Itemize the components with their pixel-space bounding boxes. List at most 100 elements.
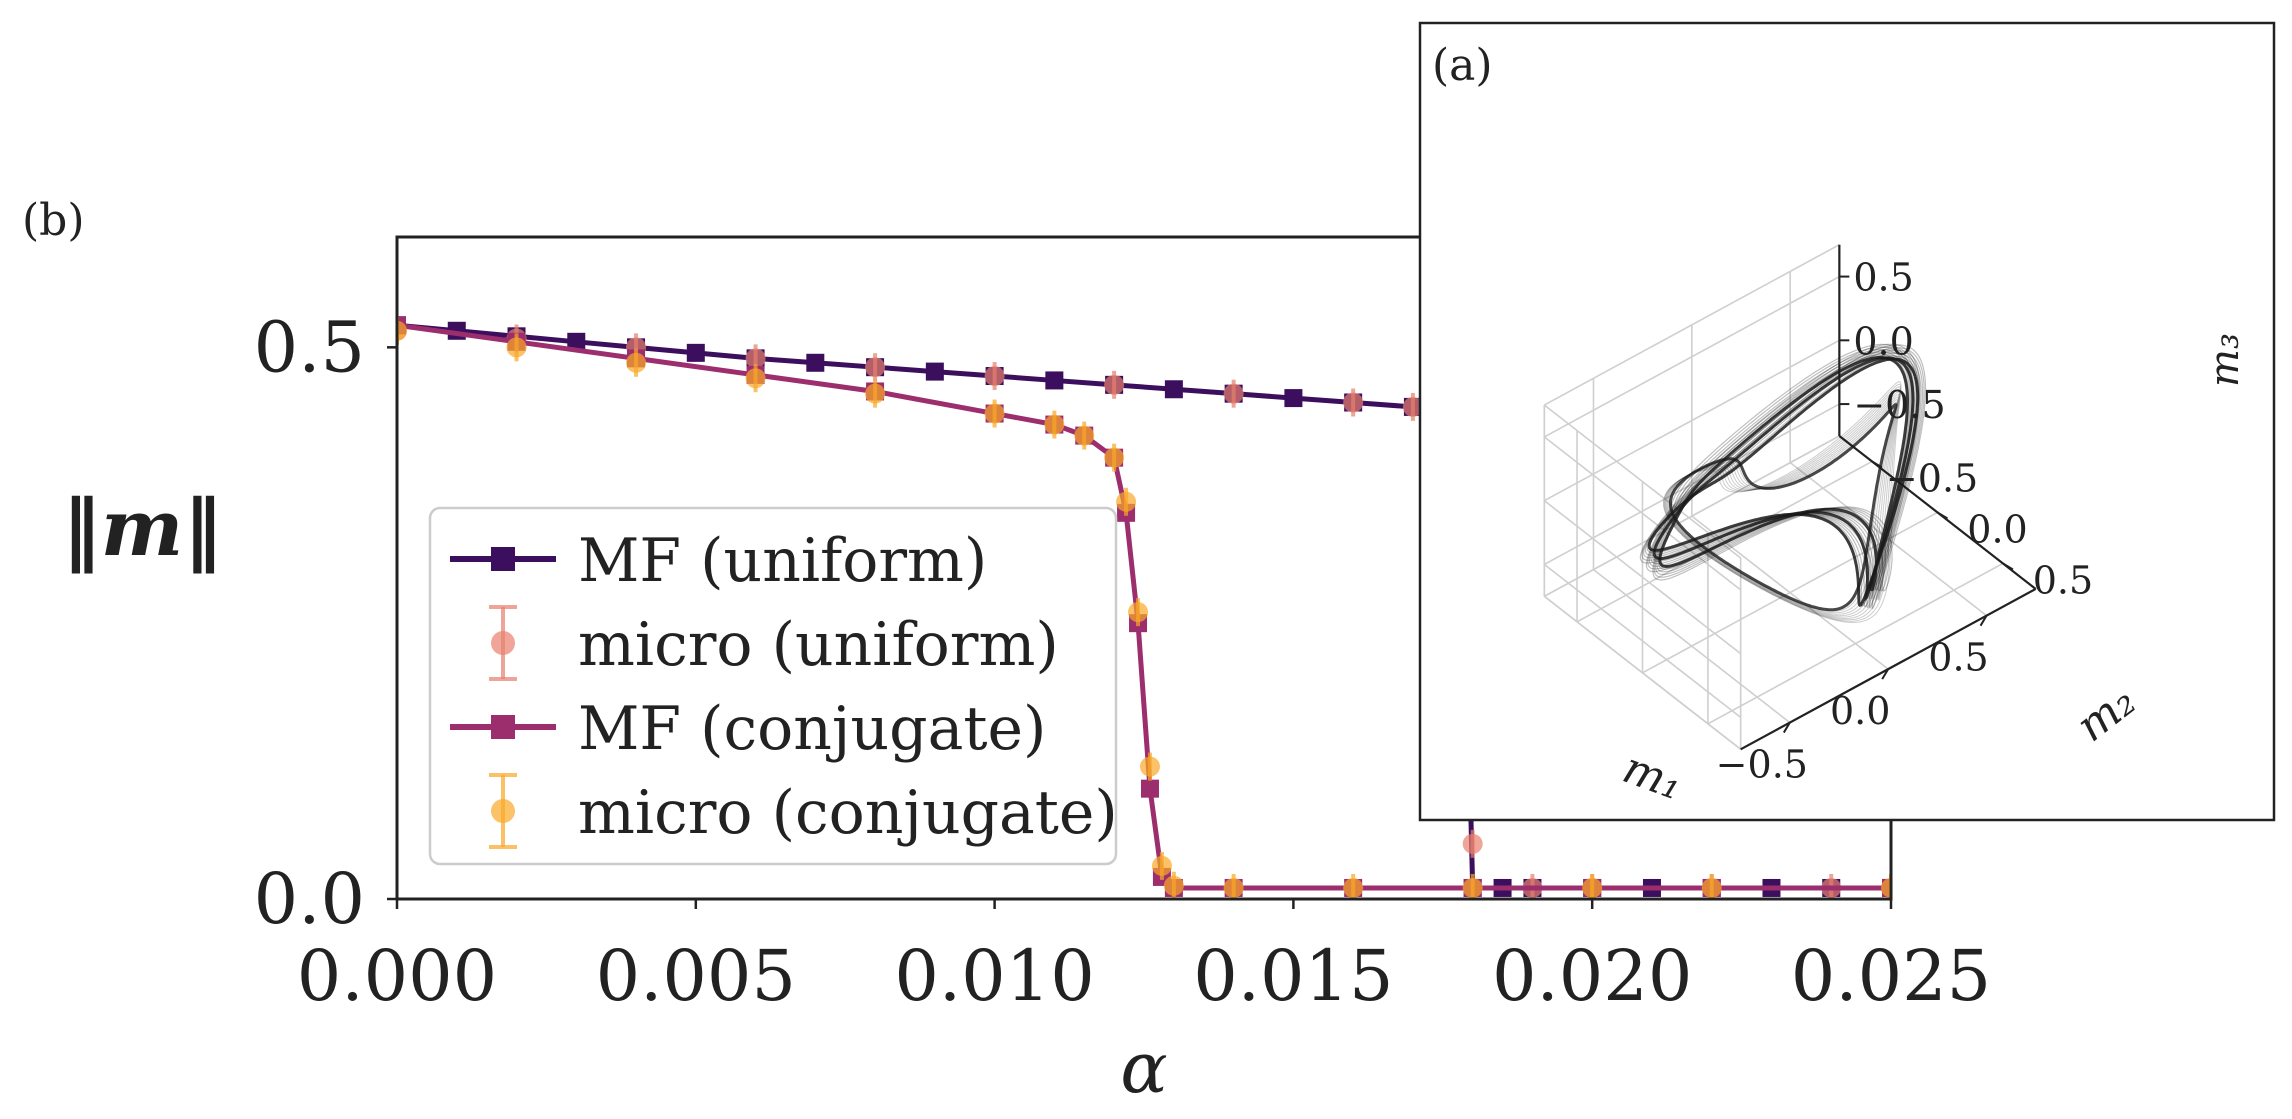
legend-circle [491,799,515,823]
panel-b-xlabel: α [1120,1027,1167,1109]
circle-marker [626,352,647,373]
x-tick-label: 0.5 [1928,636,1988,680]
square-marker [925,362,944,381]
attractor-trajectory [1669,403,1898,612]
attractor-trajectory [1658,356,1910,592]
attractor-trajectory [1669,401,1898,612]
circle-marker [1582,877,1603,898]
legend-label: MF (conjugate) [578,694,1046,764]
legend-label: micro (conjugate) [578,778,1118,848]
attractor-trajectory [1668,399,1898,614]
z-tick-label: 0.0 [1853,319,1913,363]
attractor-trajectory [1654,349,1912,592]
series-3 [397,316,1891,899]
circle-marker [1881,877,1891,898]
x-tick-label: 0.010 [894,935,1094,1017]
attractor-trajectory [1652,343,1914,592]
square-marker [1164,380,1183,399]
square-marker [1140,779,1159,798]
legend-square [491,547,515,571]
legend-box [428,506,1118,866]
circle-marker [1402,396,1423,417]
panel-a-attractor [1639,343,1927,624]
circle-marker [865,357,886,378]
attractor-trajectory [1664,386,1901,621]
y-tick-mark [2002,562,2014,571]
panel-b-ylabel: ‖m‖ [62,483,223,574]
x-tick-label: 0.005 [596,935,796,1017]
attractor-trajectory [1644,352,1922,608]
y-tick-label: −0.5 [1886,456,1978,500]
square-marker [567,332,586,351]
y-tick-label: 0.0 [1967,507,2027,551]
y-tick-mark [1937,511,1949,520]
panel-b-legend: MF (uniform) micro (uniform) MF (conjugate… [428,506,1118,866]
grid-line [1543,275,1840,438]
circle-marker [506,337,527,358]
circle-marker [1104,447,1125,468]
x-tick-label: −0.5 [1716,743,1808,787]
circle-marker [397,320,407,341]
circle-marker [1163,875,1184,896]
circle-marker [1462,833,1483,854]
legend-circle [491,631,515,655]
z-tick-label: −0.5 [1853,383,1945,427]
legend-entry: micro (uniform) [489,605,1059,681]
panel-b: (b) 0.000 0.005 0.010 0.015 0.020 0.025 0.00.… [22,195,1991,1109]
square-marker [1045,371,1064,390]
legend-entry: MF (uniform) [450,526,987,596]
z-tick-label: 0.5 [1853,256,1913,300]
circle-marker [1128,602,1149,623]
grid-line [1543,404,1742,559]
legend-label: micro (uniform) [578,610,1059,680]
legend-label: MF (uniform) [578,526,987,596]
panel-a-frame [1418,21,2276,822]
x-tick-label: 0.0 [1830,689,1890,733]
square-marker [806,353,825,372]
legend-entry: MF (conjugate) [450,694,1046,764]
x-tick-label: 0.015 [1193,935,1393,1017]
attractor-trajectory [1667,396,1899,615]
circle-marker [745,348,766,369]
legend-entry: micro (conjugate) [489,773,1118,849]
x-tick-label: 0.025 [1791,935,1991,1017]
x-tick-mark [1979,615,1988,627]
circle-marker [1343,392,1364,413]
grid-line [1543,435,1840,598]
circle-marker [1462,877,1483,898]
square-marker [686,343,705,362]
circle-marker [745,368,766,389]
attractor-trajectory [1665,391,1900,618]
panel-b-label: (b) [22,195,85,246]
panel-a-label: (a) [1432,40,1493,91]
series-line [397,322,1891,891]
circle-marker [1223,877,1244,898]
panel-a: (a) −0.50.00.5−0.50.00.5−0.50.00.5 m₁ m₂… [1418,21,2276,822]
x-tick-label: 0.000 [297,935,497,1017]
circle-marker [1223,383,1244,404]
y-tick-label: 0.0 [254,858,365,940]
circle-marker [1116,491,1137,512]
attractor-trajectory [1662,381,1902,624]
x-tick-mark [1782,722,1791,734]
grid-line [1543,436,1742,591]
attractor-trajectory [1664,388,1901,619]
legend-square [491,715,515,739]
circle-marker [1139,756,1160,777]
circle-marker [1151,855,1172,876]
panel-a-ticks: −0.50.00.5−0.50.00.5−0.50.00.5 [1716,256,2094,787]
circle-marker [1343,877,1364,898]
circle-marker [984,366,1005,387]
circle-marker [865,383,886,404]
circle-marker [1701,877,1722,898]
panel-b-xticks: 0.000 0.005 0.010 0.015 0.020 0.025 [297,899,1991,1017]
circle-marker [1044,414,1065,435]
y-tick-label: 0.5 [254,306,365,388]
grid-line [1543,243,1840,406]
y-tick-mark [1871,460,1883,469]
square-marker [1284,389,1303,408]
attractor-trajectory [1652,356,1915,602]
attractor-trajectory [1657,354,1910,591]
circle-marker [1074,425,1095,446]
